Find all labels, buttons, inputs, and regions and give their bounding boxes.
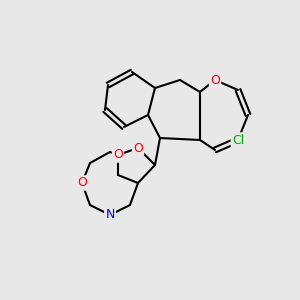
Text: O: O <box>133 142 143 154</box>
Text: O: O <box>210 74 220 86</box>
Text: Cl: Cl <box>232 134 244 146</box>
Text: N: N <box>105 208 115 221</box>
Text: O: O <box>113 148 123 161</box>
Text: O: O <box>77 176 87 190</box>
